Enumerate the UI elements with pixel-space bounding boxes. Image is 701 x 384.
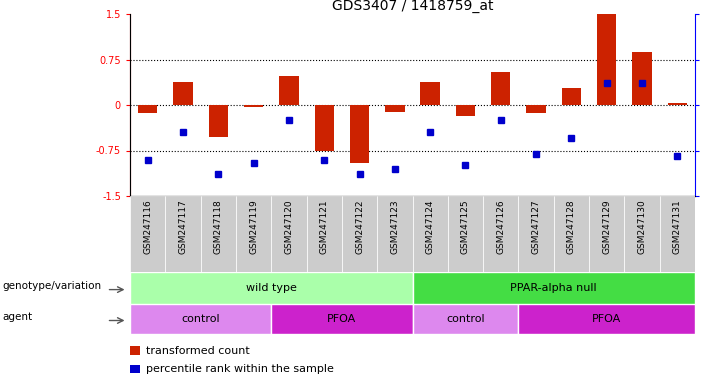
Bar bbox=[421, 82, 440, 105]
Text: control: control bbox=[182, 314, 220, 324]
Bar bbox=[271, 304, 412, 334]
Text: PFOA: PFOA bbox=[327, 314, 357, 324]
Bar bbox=[377, 196, 412, 272]
Text: transformed count: transformed count bbox=[146, 346, 250, 356]
Bar bbox=[412, 304, 519, 334]
Bar bbox=[130, 346, 140, 355]
Text: agent: agent bbox=[3, 313, 33, 323]
Text: GSM247123: GSM247123 bbox=[390, 199, 400, 254]
Text: GSM247121: GSM247121 bbox=[320, 199, 329, 254]
Bar bbox=[200, 196, 236, 272]
Bar bbox=[236, 196, 271, 272]
Text: GSM247127: GSM247127 bbox=[531, 199, 540, 254]
Bar bbox=[625, 196, 660, 272]
Text: control: control bbox=[446, 314, 485, 324]
Bar bbox=[667, 103, 687, 105]
Bar bbox=[554, 196, 589, 272]
Text: GSM247125: GSM247125 bbox=[461, 199, 470, 254]
Bar bbox=[165, 196, 200, 272]
Bar bbox=[385, 105, 404, 112]
Text: GSM247129: GSM247129 bbox=[602, 199, 611, 254]
Bar bbox=[130, 272, 412, 304]
Text: GSM247122: GSM247122 bbox=[355, 199, 364, 253]
Bar bbox=[491, 72, 510, 105]
Bar bbox=[350, 105, 369, 163]
Title: GDS3407 / 1418759_at: GDS3407 / 1418759_at bbox=[332, 0, 494, 13]
Bar bbox=[306, 196, 342, 272]
Text: genotype/variation: genotype/variation bbox=[3, 281, 102, 291]
Bar bbox=[209, 105, 228, 137]
Text: GSM247130: GSM247130 bbox=[637, 199, 646, 254]
Text: GSM247119: GSM247119 bbox=[249, 199, 258, 254]
Bar bbox=[456, 105, 475, 116]
Text: GSM247126: GSM247126 bbox=[496, 199, 505, 254]
Bar bbox=[173, 82, 193, 105]
Text: GSM247118: GSM247118 bbox=[214, 199, 223, 254]
Bar bbox=[526, 105, 546, 114]
Bar bbox=[562, 88, 581, 105]
Bar bbox=[279, 76, 299, 105]
Text: percentile rank within the sample: percentile rank within the sample bbox=[146, 364, 334, 374]
Bar bbox=[130, 365, 140, 373]
Bar bbox=[519, 196, 554, 272]
Bar bbox=[342, 196, 377, 272]
Bar bbox=[130, 196, 165, 272]
Text: GSM247128: GSM247128 bbox=[567, 199, 576, 254]
Bar bbox=[589, 196, 625, 272]
Bar bbox=[412, 196, 448, 272]
Bar bbox=[412, 272, 695, 304]
Bar bbox=[632, 52, 652, 105]
Bar bbox=[315, 105, 334, 151]
Text: GSM247124: GSM247124 bbox=[426, 199, 435, 253]
Bar bbox=[244, 105, 264, 107]
Bar bbox=[130, 304, 271, 334]
Text: PPAR-alpha null: PPAR-alpha null bbox=[510, 283, 597, 293]
Text: GSM247116: GSM247116 bbox=[143, 199, 152, 254]
Bar bbox=[597, 14, 616, 105]
Bar bbox=[519, 304, 695, 334]
Bar bbox=[271, 196, 306, 272]
Text: PFOA: PFOA bbox=[592, 314, 621, 324]
Bar bbox=[448, 196, 483, 272]
Text: GSM247120: GSM247120 bbox=[285, 199, 294, 254]
Text: wild type: wild type bbox=[246, 283, 297, 293]
Text: GSM247117: GSM247117 bbox=[179, 199, 187, 254]
Bar bbox=[138, 105, 157, 113]
Bar bbox=[660, 196, 695, 272]
Bar bbox=[483, 196, 519, 272]
Text: GSM247131: GSM247131 bbox=[673, 199, 682, 254]
